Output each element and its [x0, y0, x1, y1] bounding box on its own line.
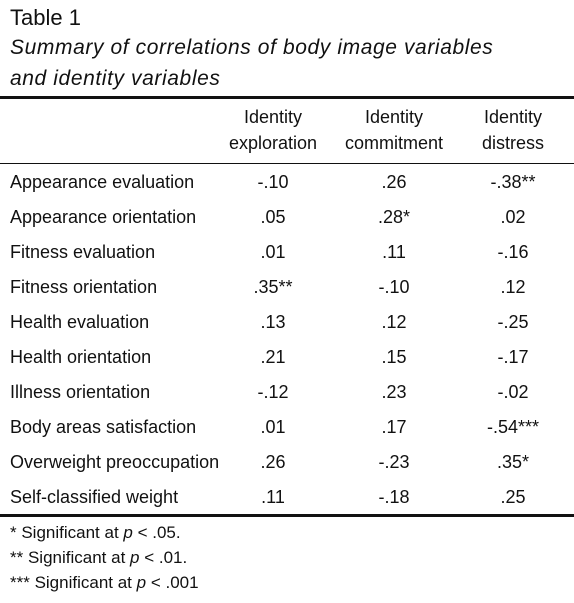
table-cell: .17	[381, 417, 407, 437]
row-label: Overweight preoccupation	[10, 452, 220, 472]
table-cell: .01	[260, 242, 286, 262]
row-label: Fitness orientation	[10, 277, 158, 297]
table-cell: -.54***	[486, 417, 540, 437]
table-cell: .11	[261, 487, 285, 507]
table-title-line-2: and identity variables	[10, 67, 221, 90]
table-note: ** Significant at p < .01.	[10, 545, 199, 570]
row-label: Health orientation	[10, 347, 152, 367]
table-note: * Significant at p < .05.	[10, 520, 199, 545]
column-header-line: exploration	[228, 133, 318, 153]
table-cell: .02	[500, 207, 526, 227]
table-row: Illness orientation -.12 .23 -.02	[0, 376, 574, 411]
column-header-line: Identity	[243, 107, 303, 127]
table-label: Table 1	[10, 5, 81, 30]
note-suffix: < .001	[146, 573, 199, 592]
table-cell: -.23	[378, 452, 410, 472]
table-header-rule	[0, 163, 574, 164]
table-cell: -.25	[497, 312, 529, 332]
table-cell: .25	[500, 487, 526, 507]
column-header-identity-commitment: Identity commitment	[339, 104, 449, 156]
row-label: Health evaluation	[10, 312, 150, 332]
table-note: *** Significant at p < .001	[10, 570, 199, 595]
table-cell: -.02	[497, 382, 529, 402]
table-row: Fitness evaluation .01 .11 -.16	[0, 236, 574, 271]
row-label: Appearance evaluation	[10, 172, 195, 192]
table-cell: .26	[381, 172, 407, 192]
table-caption: Table 1 Summary of correlations of body …	[10, 4, 570, 94]
column-header-identity-exploration: Identity exploration	[218, 104, 328, 156]
row-label: Body areas satisfaction	[10, 417, 197, 437]
table-bottom-rule	[0, 514, 574, 517]
note-variable: p	[130, 548, 140, 567]
row-label: Illness orientation	[10, 382, 151, 402]
table-row: Health evaluation .13 .12 -.25	[0, 306, 574, 341]
table-cell: .12	[381, 312, 407, 332]
table-cell: .26	[260, 452, 286, 472]
table-cell: .15	[381, 347, 407, 367]
table-row: Body areas satisfaction .01 .17 -.54***	[0, 411, 574, 446]
table-cell: -.38**	[490, 172, 536, 192]
table-row: Overweight preoccupation .26 -.23 .35*	[0, 446, 574, 481]
table-cell: -.16	[497, 242, 529, 262]
column-header-line: Identity	[364, 107, 424, 127]
table-cell: .11	[382, 242, 406, 262]
table-cell: .12	[500, 277, 526, 297]
table-row: Health orientation .21 .15 -.17	[0, 341, 574, 376]
note-prefix: *** Significant at	[10, 573, 137, 592]
table-cell: .28*	[377, 207, 411, 227]
table-cell: .35**	[253, 277, 293, 297]
table-title-line-1: Summary of correlations of body image va…	[10, 36, 494, 59]
table-row: Appearance evaluation -.10 .26 -.38**	[0, 166, 574, 201]
table-cell: .35*	[496, 452, 530, 472]
table-cell: .13	[260, 312, 286, 332]
table-top-rule	[0, 96, 574, 99]
row-label: Self-classified weight	[10, 487, 179, 507]
column-header-line: commitment	[344, 133, 443, 153]
note-suffix: < .05.	[132, 523, 181, 542]
table-cell: -.17	[497, 347, 529, 367]
row-label: Appearance orientation	[10, 207, 197, 227]
column-header-line: Identity	[483, 107, 543, 127]
table-cell: -.12	[257, 382, 289, 402]
note-variable: p	[123, 523, 133, 542]
column-header-line: distress	[481, 133, 544, 153]
note-prefix: ** Significant at	[10, 548, 131, 567]
table-notes: * Significant at p < .05. ** Significant…	[10, 520, 199, 595]
table-cell: -.18	[378, 487, 410, 507]
table-row: Self-classified weight .11 -.18 .25	[0, 481, 574, 516]
table-row: Appearance orientation .05 .28* .02	[0, 201, 574, 236]
table-cell: -.10	[378, 277, 410, 297]
table-cell: .23	[381, 382, 407, 402]
column-header-identity-distress: Identity distress	[458, 104, 568, 156]
note-variable: p	[136, 573, 147, 592]
table-cell: .05	[260, 207, 286, 227]
note-suffix: < .01.	[139, 548, 188, 567]
row-label: Fitness evaluation	[10, 242, 156, 262]
table-row: Fitness orientation .35** -.10 .12	[0, 271, 574, 306]
table-cell: .01	[260, 417, 286, 437]
table-cell: .21	[260, 347, 286, 367]
note-prefix: * Significant at	[10, 523, 124, 542]
table-cell: -.10	[257, 172, 289, 192]
